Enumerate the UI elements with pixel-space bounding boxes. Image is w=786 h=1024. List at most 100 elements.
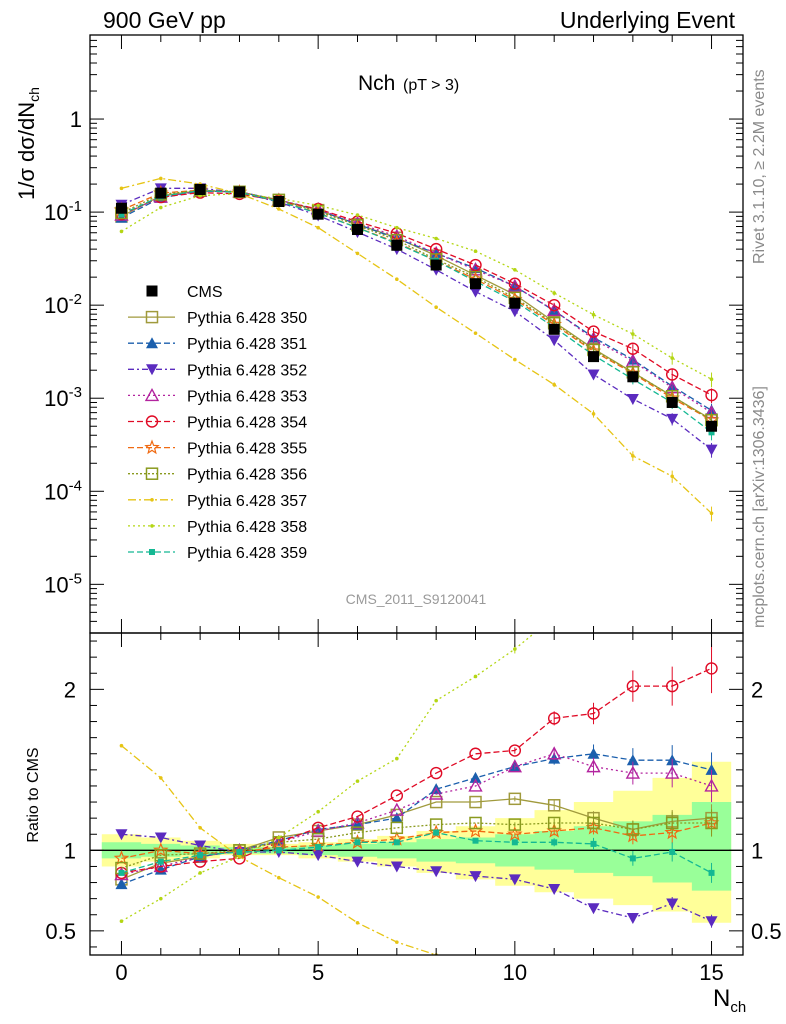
main-series-8-point [119,186,124,191]
main-series-cms [115,183,718,432]
main-series-3-point [705,444,718,456]
main-series-9-point [552,291,556,295]
ratio-series-8-point [670,984,674,988]
ratio-series-9-point [473,674,478,679]
ratio-panel: 0.5 0.5 1 1 2 2 0 5 10 15 Ratio to CMS Nch [25,527,782,1016]
ratio-series-4-point [586,759,601,773]
ratio-series-8-point [316,895,320,899]
main-series-9-point [631,332,635,336]
ratio-series-3-point [115,829,128,841]
ratio-series-10-point [157,858,164,865]
ratio-series-9-point [277,835,281,840]
main-series-6-line [121,189,712,421]
legend-label: Pythia 6.428 359 [187,545,307,562]
ratio-series-3-point [626,912,639,924]
legend-label: Pythia 6.428 352 [187,362,307,379]
legend-entry: Pythia 6.428 353 [128,387,307,405]
main-series-3-line [121,187,712,451]
main-series-3-point [548,335,561,347]
ratio-series-10-line [121,831,712,874]
ratio-series-2-point [626,754,639,766]
main-series-9-point [670,356,674,360]
ratio-series-9-point [159,896,163,901]
ratio-series-10-point [551,839,558,846]
ratio-series-5-point [429,766,443,780]
main-series-9-point [355,213,360,217]
legend-entry: Pythia 6.428 358 [128,519,307,536]
main-panel: 10-5 10-4 10-3 10-2 10-1 1 Nch (pT > 3) CMS_2… [14,34,744,634]
ratio-series-4-point [547,746,562,760]
ratio-series-9-point [395,756,399,761]
ratio-series-9-line [121,633,536,922]
main-y-tick-label: 10-2 [44,291,82,318]
legend-label: Pythia 6.428 355 [187,441,307,458]
legend-marker [145,310,159,324]
ratio-series-10-point [511,839,518,846]
cms-point [233,186,245,198]
ratio-series-6-point [664,824,680,840]
main-series-8-line [121,177,712,514]
main-series-3-point [626,394,639,406]
ratio-y-tick-label: 0.5 [45,919,76,944]
ratio-series-3-point [390,861,403,873]
ratio-series-4-point [310,823,326,837]
ratio-series-5-point [469,747,482,760]
ratio-series-3 [115,829,718,928]
cms-point [273,195,285,207]
main-y-tick-label: 1 [70,107,82,132]
main-y-tick-label: 10-4 [44,477,82,504]
ratio-series-5 [115,643,718,880]
legend-entry: Pythia 6.428 350 [128,310,307,327]
legend-label: Pythia 6.428 351 [187,336,307,353]
x-tick-label: 0 [115,960,127,985]
ratio-series-7-point [705,816,718,830]
main-series-9-point [473,249,478,254]
ratio-series-4-point [350,815,365,829]
main-series-8-point [513,357,517,362]
main-series-8-point [473,331,478,335]
ratio-series-5-point [705,662,718,675]
ratio-series-5-line [121,667,712,874]
plot-title-main: Nch [358,72,395,95]
main-series-9-point [434,236,438,241]
legend-entry: Pythia 6.428 354 [128,415,307,432]
ratio-series-2-point [587,747,600,759]
ratio-series-8-point [592,971,596,975]
legend-entry: Pythia 6.428 356 [128,467,307,484]
ratio-series-3-point [587,903,600,915]
ratio-series-10-point [590,840,597,847]
cms-point [194,183,206,195]
ratio-series-5-point [626,679,640,693]
legend-marker [146,285,158,297]
x-tick-label: 15 [699,960,723,985]
main-frame [89,34,744,634]
ratio-series-9-point [355,779,360,783]
ratio-series-6-point [153,842,169,857]
main-series-10-point [118,211,125,218]
cms-point [430,259,442,271]
ratio-series-10-point [433,829,440,836]
cms-point [312,208,324,220]
ratio-series-5-point [665,679,679,693]
main-series-5-point [626,342,640,355]
ratio-series-9-point [670,527,674,531]
legend-label: Pythia 6.428 350 [187,310,307,327]
ratio-y-tick-label-right: 2 [751,677,763,702]
main-series-8-point [395,277,399,282]
main-series-8-point [631,454,635,458]
cms-point [470,278,482,290]
ratio-series-4-point [704,778,719,792]
ratio-series-7-point [351,826,364,839]
main-series-10-point [708,429,715,436]
main-series-8-point [709,511,714,516]
ratio-series-2-point [390,812,403,824]
cms-point [666,396,678,408]
legend-marker [145,467,159,480]
ratio-series-2-point [469,771,482,783]
ratio-y-tick-label-right: 1 [751,838,763,863]
header-right: Underlying Event [560,7,736,33]
legend-marker [149,549,155,555]
main-series-5-point [508,277,522,290]
main-series-8-point [316,225,320,230]
legend-marker [145,415,159,428]
